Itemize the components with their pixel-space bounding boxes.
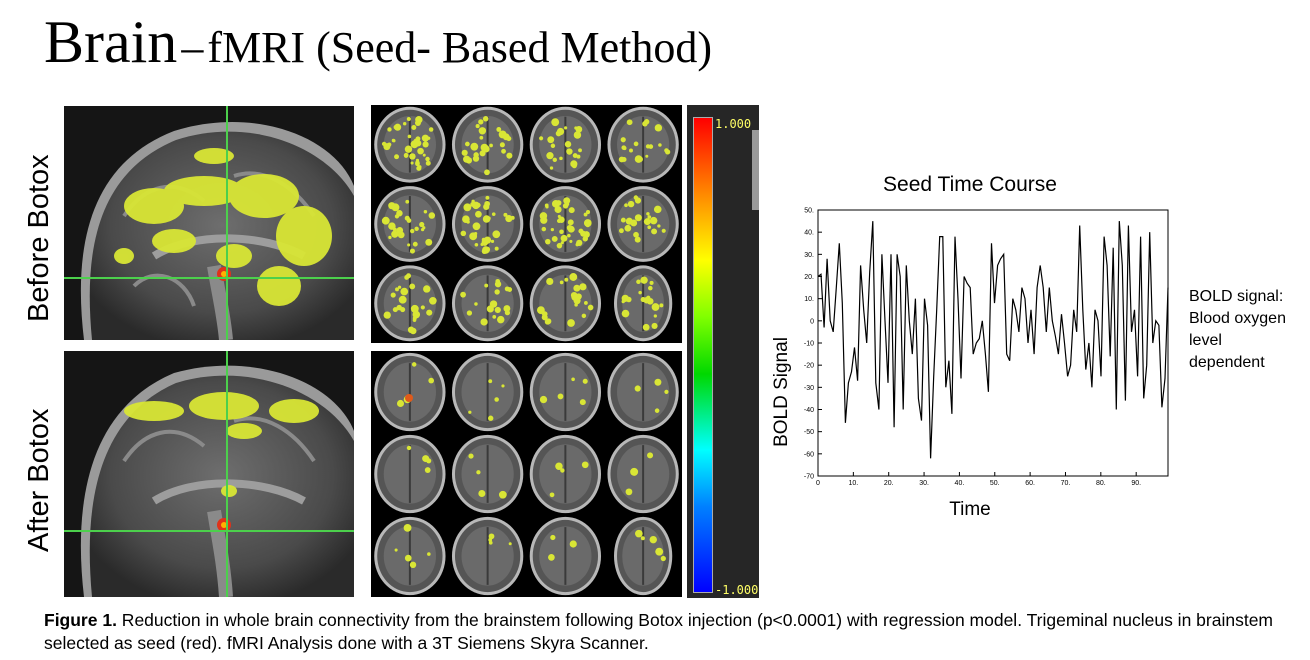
axial-slice (529, 186, 602, 262)
y-tick-label: -40 (804, 407, 814, 414)
caption-text: Reduction in whole brain connectivity fr… (44, 610, 1274, 653)
x-tick-label: 80. (1096, 480, 1106, 487)
seed-time-course-chart: Seed Time Course Time BOLD Signal 50. 40.… (771, 173, 1169, 520)
series-line (817, 221, 1169, 459)
axial-slice (529, 265, 602, 342)
colorbar-side-panel (752, 130, 759, 210)
colorbar-gradient (693, 117, 713, 593)
chart-ylabel: BOLD Signal (771, 337, 792, 447)
axial-slice (529, 516, 602, 596)
axial-slice (451, 186, 524, 262)
y-tick-label: 20. (804, 274, 814, 281)
seed-marker (405, 394, 413, 402)
title-main: Brain (44, 9, 178, 75)
slide-title: Brain – fMRI (Seed- Based Method) (44, 12, 712, 72)
title-dash: – (181, 23, 204, 72)
axial-slice (374, 265, 446, 342)
title-sub: fMRI (Seed- Based Method) (207, 23, 712, 72)
axial-slice (374, 434, 446, 514)
axial-slice (529, 352, 602, 432)
note-line-1: BOLD signal: (1189, 288, 1284, 305)
note-line-4: dependent (1189, 354, 1265, 371)
axial-slice (451, 265, 524, 342)
bold-signal-note: BOLD signal: Blood oxygen level dependen… (1189, 286, 1286, 374)
row-label-after: After Botox (23, 408, 55, 552)
axial-slice (451, 352, 524, 432)
axial-slice (614, 265, 673, 342)
y-tick-label: -50 (804, 429, 814, 436)
axial-slice (614, 516, 673, 596)
x-tick-label: 40. (955, 480, 965, 487)
axial-slice (451, 434, 524, 514)
x-tick-label: 70. (1061, 480, 1071, 487)
axial-slice (451, 516, 524, 596)
chart-title: Seed Time Course (883, 173, 1057, 196)
x-tick-label: 90. (1131, 480, 1141, 487)
axial-slice (374, 352, 446, 432)
y-tick-label: -20 (804, 363, 814, 370)
figure-caption: Figure 1. Reduction in whole brain conne… (44, 609, 1294, 655)
row-label-before: Before Botox (23, 154, 55, 322)
x-tick-label: 20. (884, 480, 894, 487)
axial-slice (374, 186, 446, 262)
x-tick-label: 60. (1025, 480, 1035, 487)
chart-xlabel: Time (949, 499, 991, 520)
caption-label: Figure 1. (44, 610, 117, 630)
axial-slice-grid-before (371, 105, 682, 343)
axial-slice (607, 434, 679, 514)
colorbar-max-label: 1.000 (715, 117, 752, 131)
y-tick-label: -60 (804, 451, 814, 458)
x-tick-label: 10. (848, 480, 858, 487)
y-tick-label: 50. (804, 208, 814, 215)
x-tick-label: 0 (816, 480, 820, 487)
y-tick-label: 10. (804, 296, 814, 303)
axial-slice (607, 186, 679, 262)
axial-slice (374, 106, 446, 183)
x-tick-label: 30. (919, 480, 929, 487)
axial-slice (529, 434, 602, 514)
y-tick-label: -10 (804, 341, 814, 348)
y-tick-label: 30. (804, 252, 814, 259)
colorbar: 1.000 -1.000 (687, 105, 759, 598)
axial-slice-grid-after (371, 351, 682, 597)
colorbar-min-label: -1.000 (715, 583, 759, 597)
y-tick-label: 0 (810, 318, 814, 325)
x-tick-label: 50. (990, 480, 1000, 487)
note-line-3: level (1189, 332, 1222, 349)
sagittal-image-after (64, 351, 354, 597)
note-line-2: Blood oxygen (1189, 310, 1286, 327)
axial-slice (529, 106, 602, 183)
y-tick-label: -30 (804, 385, 814, 392)
y-tick-label: 40. (804, 230, 814, 237)
axial-slice (374, 516, 446, 596)
axial-slice (451, 106, 524, 183)
y-tick-label: -70 (804, 474, 814, 481)
axial-slice (607, 352, 679, 432)
axial-slice (607, 106, 679, 183)
sagittal-image-before (64, 106, 354, 340)
